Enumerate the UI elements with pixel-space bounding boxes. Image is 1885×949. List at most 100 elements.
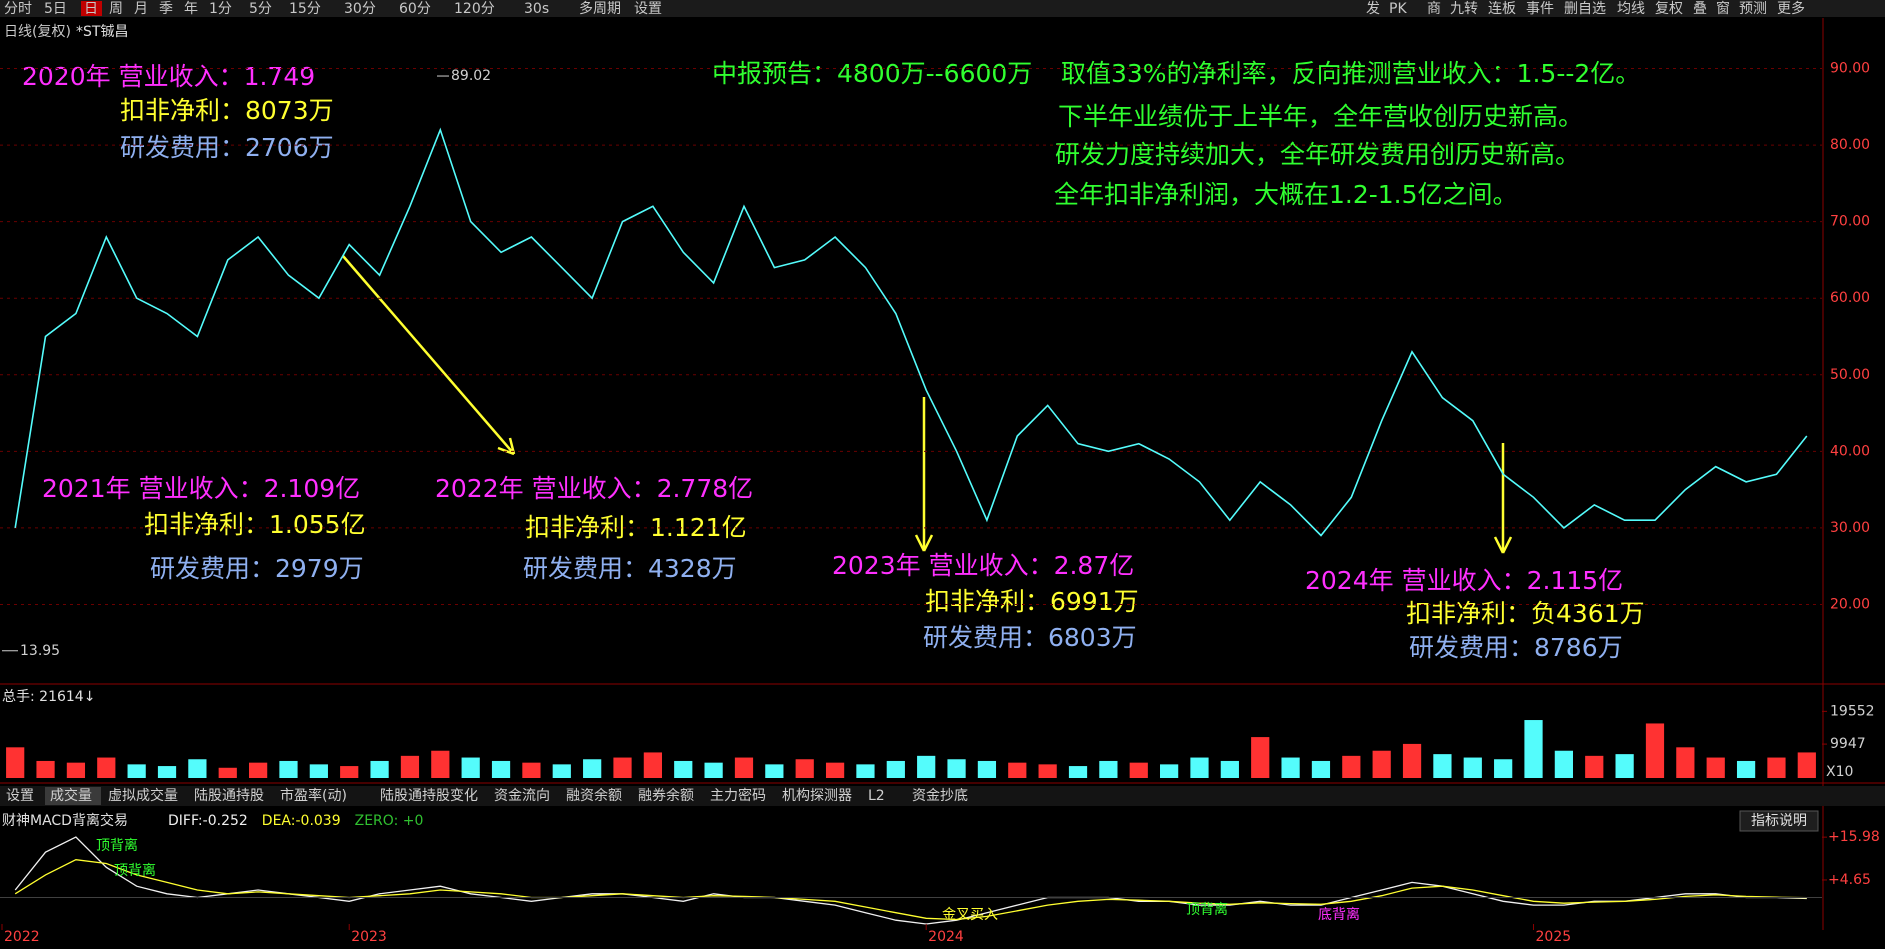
toolbar-button[interactable]: 日 (84, 1, 98, 17)
volume-bar (370, 760, 389, 778)
legend-value: -0.039 (295, 813, 340, 829)
annotation: 中报预告：4800万--6600万 (712, 59, 1032, 88)
y-tick-label: 50.00 (1830, 367, 1870, 383)
tab[interactable]: 虚拟成交量 (108, 787, 178, 804)
tab[interactable]: 机构探测器 (782, 788, 852, 804)
period-active (81, 1, 102, 16)
toolbar-button[interactable]: 1分 (209, 1, 232, 17)
indicator-button[interactable]: 指标说明 (1751, 813, 1807, 829)
toolbar-button[interactable]: 月 (134, 1, 148, 17)
toolbar-button[interactable]: 九转 (1450, 1, 1478, 17)
volume-bar (1129, 762, 1148, 778)
signal-label: 底背离 (1318, 906, 1360, 923)
volume-bar (1706, 757, 1725, 778)
tab[interactable]: 主力密码 (710, 787, 766, 804)
arrow-head (1493, 536, 1513, 554)
signal-label: 金叉买入 (942, 907, 998, 923)
volume-bar (218, 767, 237, 778)
toolbar-button[interactable]: 复权 (1655, 0, 1683, 17)
annotation: 研发力度持续加大，全年研发费用创历史新高。 (1055, 140, 1580, 169)
toolbar-button[interactable]: 120分 (454, 1, 495, 17)
tab[interactable]: 融资余额 (566, 787, 622, 804)
y-tick-label: 70.00 (1830, 214, 1870, 230)
annotation: 扣非净利：1.121亿 (525, 513, 747, 542)
tab-active (45, 787, 101, 805)
legend-label: DEA: (262, 813, 296, 829)
annotation: 2023年 营业收入：2.87亿 (832, 551, 1134, 580)
volume-bar (643, 752, 662, 778)
volume-bar (66, 762, 86, 778)
y-tick-label: 40.00 (1830, 443, 1870, 459)
tab[interactable]: 陆股通持股变化 (380, 788, 478, 804)
x-tick-label: 2025 (1536, 929, 1572, 945)
toolbar-button[interactable]: 15分 (289, 1, 321, 17)
volume-bar (1433, 754, 1452, 778)
volume-bar (704, 762, 723, 778)
volume-bar (1463, 757, 1482, 778)
tab[interactable]: 市盈率(动) (280, 787, 347, 804)
toolbar-button[interactable]: 事件 (1526, 1, 1554, 17)
toolbar-button[interactable]: PK (1389, 1, 1407, 17)
toolbar-button[interactable]: 周 (109, 1, 123, 17)
toolbar-button[interactable]: 商 (1427, 1, 1441, 17)
tab-bar (0, 786, 1885, 806)
annotation: 扣非净利：6991万 (925, 587, 1139, 616)
volume-bar (886, 760, 905, 778)
volume-bar (1402, 743, 1422, 778)
toolbar-bg (0, 0, 1885, 17)
volume-bar (36, 760, 55, 778)
tab[interactable]: 陆股通持股 (194, 788, 264, 804)
toolbar-button[interactable]: 60分 (399, 1, 431, 17)
volume-bar (1220, 760, 1239, 778)
toolbar-button[interactable]: 年 (184, 1, 198, 17)
toolbar-button[interactable]: 30分 (344, 1, 376, 17)
toolbar-button[interactable]: 30s (524, 1, 549, 17)
volume-bar (1797, 752, 1816, 778)
volume-unit: X10 (1826, 764, 1853, 780)
high-label: 89.02 (451, 68, 491, 84)
x-tick-label: 2024 (928, 929, 964, 945)
volume-bar (1676, 747, 1695, 778)
tab[interactable]: L2 (868, 788, 885, 804)
tab[interactable]: 资金抄底 (912, 788, 968, 804)
volume-bar (1311, 760, 1331, 778)
macd-line (14, 836, 1807, 925)
annotation: 研发费用：8786万 (1409, 633, 1623, 662)
annotation: 2022年 营业收入：2.778亿 (435, 474, 753, 503)
y-tick-label: 19552 (1830, 703, 1875, 719)
toolbar-button[interactable]: 发 (1366, 1, 1380, 17)
volume-bar (188, 759, 207, 778)
toolbar-button[interactable]: 预测 (1739, 1, 1767, 17)
volume-bar (491, 760, 511, 778)
toolbar-button[interactable]: 均线 (1617, 1, 1645, 17)
toolbar-button[interactable]: 窗 (1716, 0, 1730, 17)
y-tick-label: 30.00 (1830, 520, 1870, 536)
toolbar-button[interactable]: 分时 (4, 1, 32, 17)
toolbar-button[interactable]: 连板 (1488, 1, 1516, 17)
tab[interactable]: 融券余额 (638, 787, 694, 804)
y-tick-label: 9947 (1830, 736, 1866, 752)
indicator-button-bg[interactable] (1739, 810, 1819, 832)
y-tick-label: 60.00 (1830, 290, 1870, 306)
volume-bar (1645, 723, 1665, 778)
tab[interactable]: 成交量 (50, 787, 92, 804)
volume-bar (583, 759, 602, 778)
toolbar-button[interactable]: 叠 (1693, 1, 1707, 17)
toolbar-button[interactable]: 5日 (44, 1, 67, 17)
y-tick-label: 20.00 (1830, 596, 1870, 612)
toolbar-button[interactable]: 删自选 (1564, 1, 1606, 17)
annotation: 研发费用：2706万 (120, 133, 334, 162)
toolbar-button[interactable]: 季 (159, 1, 173, 17)
toolbar-button[interactable]: 多周期 (579, 0, 621, 17)
volume-bar (734, 757, 754, 778)
tab[interactable]: 设置 (6, 788, 34, 804)
toolbar-button[interactable]: 5分 (249, 1, 272, 17)
toolbar-button[interactable]: 更多 (1777, 0, 1805, 17)
volume-bar (917, 755, 936, 778)
toolbar-button[interactable]: 设置 (634, 1, 662, 17)
price-line (14, 127, 1808, 537)
signal-label: 顶背离 (1186, 901, 1228, 918)
annotation: 下半年业绩优于上半年，全年营收创历史新高。 (1058, 102, 1583, 131)
y-tick-label: +15.98 (1828, 829, 1880, 845)
tab[interactable]: 资金流向 (494, 788, 550, 804)
